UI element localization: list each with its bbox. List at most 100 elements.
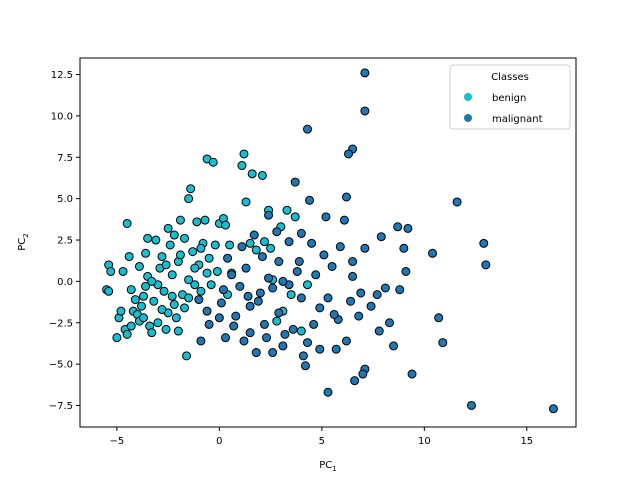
- point-malignant: [311, 270, 321, 280]
- point-malignant: [321, 212, 331, 222]
- point-benign: [151, 235, 161, 245]
- point-benign: [143, 233, 153, 243]
- point-malignant: [366, 301, 376, 311]
- point-malignant: [296, 228, 306, 238]
- point-benign: [221, 220, 231, 230]
- point-malignant: [428, 248, 438, 258]
- point-benign: [175, 250, 185, 260]
- points-layer: [102, 68, 558, 414]
- point-benign: [175, 215, 185, 225]
- point-benign: [245, 238, 255, 248]
- point-benign: [124, 252, 134, 262]
- legend-label-benign: benign: [492, 93, 526, 104]
- point-malignant: [346, 296, 356, 306]
- y-tick-label: 10.0: [51, 111, 73, 122]
- point-malignant: [466, 400, 476, 410]
- point-malignant: [339, 215, 349, 225]
- point-benign: [210, 240, 220, 250]
- point-malignant: [278, 341, 288, 351]
- point-malignant: [264, 210, 274, 220]
- point-benign: [237, 161, 247, 171]
- point-malignant: [214, 313, 224, 323]
- point-malignant: [452, 197, 462, 207]
- x-tick-label: 0: [216, 436, 222, 447]
- point-malignant: [253, 296, 263, 306]
- point-malignant: [307, 238, 317, 248]
- point-malignant: [272, 227, 282, 237]
- point-benign: [161, 324, 171, 334]
- point-malignant: [284, 237, 294, 247]
- point-malignant: [319, 250, 329, 260]
- point-benign: [104, 286, 114, 296]
- point-benign: [208, 157, 218, 167]
- point-malignant: [264, 273, 274, 283]
- point-malignant: [548, 404, 558, 414]
- point-malignant: [389, 341, 399, 351]
- point-benign: [169, 300, 179, 310]
- point-malignant: [327, 261, 337, 271]
- point-malignant: [403, 223, 413, 233]
- y-tick-label: 0.0: [57, 277, 73, 288]
- x-axis-label-subscript: 1: [332, 465, 336, 473]
- point-benign: [169, 230, 179, 240]
- point-benign: [190, 280, 200, 290]
- y-tick-label: −5.0: [49, 360, 73, 371]
- point-benign: [136, 301, 146, 311]
- point-malignant: [331, 344, 341, 354]
- point-benign: [190, 263, 200, 273]
- x-tick-label: 15: [520, 436, 533, 447]
- point-malignant: [358, 369, 368, 379]
- point-malignant: [329, 309, 339, 319]
- point-benign: [173, 326, 183, 336]
- point-benign: [196, 286, 206, 296]
- y-tick-label: −7.5: [49, 401, 73, 412]
- point-malignant: [216, 298, 226, 308]
- point-malignant: [315, 303, 325, 313]
- point-malignant: [348, 271, 358, 281]
- point-benign: [184, 293, 194, 303]
- point-malignant: [235, 281, 245, 291]
- point-benign: [180, 233, 190, 243]
- point-malignant: [350, 376, 360, 386]
- x-tick-label: 5: [319, 436, 325, 447]
- point-malignant: [341, 192, 351, 202]
- point-benign: [186, 184, 196, 194]
- point-malignant: [227, 270, 237, 280]
- point-malignant: [245, 301, 255, 311]
- point-malignant: [204, 319, 214, 329]
- point-malignant: [245, 328, 255, 338]
- point-benign: [225, 240, 235, 250]
- point-benign: [257, 170, 267, 180]
- x-tick-label: −5: [110, 436, 125, 447]
- point-malignant: [335, 242, 345, 252]
- y-tick-label: −2.5: [49, 318, 73, 329]
- point-benign: [212, 266, 222, 276]
- point-benign: [147, 328, 157, 338]
- point-benign: [141, 248, 151, 258]
- point-malignant: [255, 288, 265, 298]
- point-benign: [139, 313, 149, 323]
- point-benign: [153, 318, 163, 328]
- point-benign: [134, 261, 144, 271]
- point-malignant: [305, 195, 315, 205]
- point-malignant: [399, 243, 409, 253]
- point-malignant: [194, 295, 204, 305]
- point-malignant: [290, 177, 300, 187]
- point-benign: [206, 280, 216, 290]
- x-tick-label: 10: [418, 436, 431, 447]
- point-malignant: [479, 238, 489, 248]
- y-axis-label: PC2: [17, 233, 30, 250]
- point-malignant: [221, 333, 231, 343]
- legend-title: Classes: [491, 72, 529, 83]
- point-malignant: [481, 260, 491, 270]
- point-malignant: [268, 283, 278, 293]
- point-malignant: [344, 149, 353, 159]
- point-malignant: [262, 333, 272, 343]
- point-benign: [303, 280, 312, 290]
- point-benign: [149, 296, 159, 306]
- point-malignant: [315, 344, 325, 354]
- point-benign: [184, 194, 194, 204]
- point-malignant: [274, 308, 284, 318]
- point-benign: [122, 329, 132, 339]
- point-malignant: [323, 387, 333, 397]
